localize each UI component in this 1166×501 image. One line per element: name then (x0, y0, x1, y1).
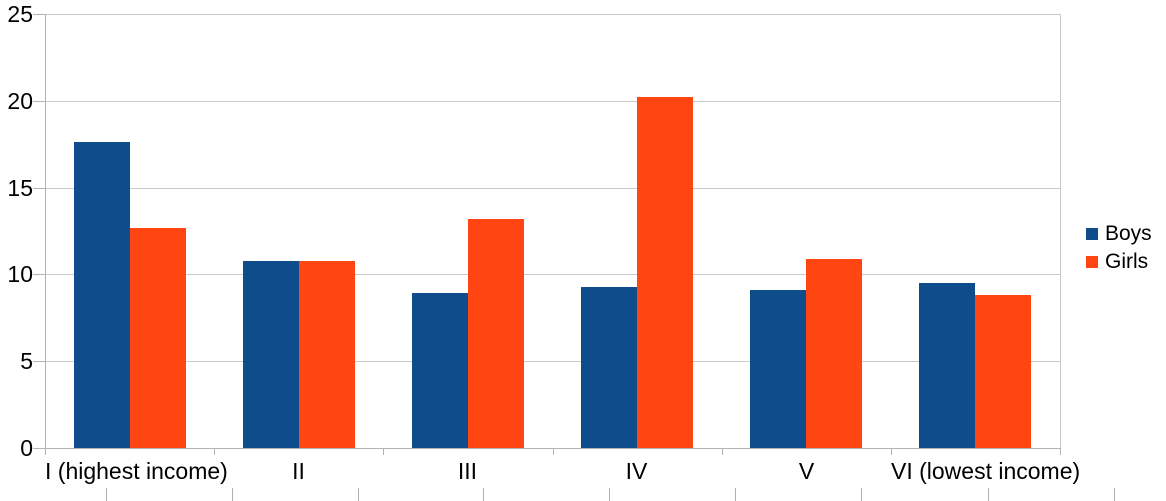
legend-item-boys: Boys (1086, 222, 1152, 246)
bar-girls-2 (299, 261, 355, 448)
plot-right-border (1060, 14, 1061, 448)
gridline-5 (45, 361, 1060, 362)
legend-item-girls: Girls (1086, 250, 1152, 274)
x-axis-line (45, 448, 1060, 449)
legend: Boys Girls (1086, 222, 1152, 274)
y-tick-label-20: 20 (7, 88, 33, 114)
x-category-label-3: III (457, 458, 478, 484)
y-tick-15 (33, 188, 45, 189)
bar-boys-6 (919, 283, 975, 448)
girls-series-swatch-icon (1086, 256, 1098, 268)
x-boundary-tick-1 (214, 448, 215, 455)
x-category-label-4: IV (625, 458, 648, 484)
bar-girls-1 (130, 228, 186, 448)
bottom-ruler-tick-5 (735, 488, 736, 501)
y-tick-5 (33, 361, 45, 362)
bar-girls-6 (975, 295, 1031, 448)
bottom-ruler-tick-2 (358, 488, 359, 501)
y-tick-20 (33, 101, 45, 102)
gridline-25 (45, 14, 1060, 15)
gridline-10 (45, 274, 1060, 275)
x-boundary-tick-5 (891, 448, 892, 455)
y-tick-label-25: 25 (7, 1, 33, 27)
bottom-ruler-tick-0 (106, 488, 107, 501)
x-boundary-tick-6 (1060, 448, 1061, 455)
bar-boys-1 (74, 142, 130, 448)
bar-boys-5 (750, 290, 806, 448)
bottom-ruler-tick-3 (483, 488, 484, 501)
bar-girls-3 (468, 219, 524, 448)
bottom-ruler-tick-7 (988, 488, 989, 501)
gridline-20 (45, 101, 1060, 102)
boys-series-swatch-icon (1086, 228, 1098, 240)
gridline-15 (45, 188, 1060, 189)
legend-label-boys: Boys (1105, 222, 1152, 245)
y-axis-line (45, 14, 46, 448)
bar-boys-3 (412, 293, 468, 448)
bar-boys-4 (581, 287, 637, 448)
x-boundary-tick-4 (722, 448, 723, 455)
bottom-ruler-tick-4 (609, 488, 610, 501)
bottom-ruler-tick-6 (861, 488, 862, 501)
y-tick-10 (33, 274, 45, 275)
x-category-label-2: II (292, 458, 305, 484)
y-tick-label-15: 15 (7, 175, 33, 201)
x-category-label-1: I (highest income) (45, 458, 228, 484)
x-boundary-tick-2 (383, 448, 384, 455)
x-boundary-tick-0 (45, 448, 46, 455)
bottom-ruler-tick-1 (232, 488, 233, 501)
legend-label-girls: Girls (1105, 250, 1149, 273)
x-category-label-6: VI (lowest income) (891, 458, 1081, 484)
bar-girls-4 (637, 97, 693, 448)
bottom-ruler-tick-8 (1114, 488, 1115, 501)
y-tick-label-10: 10 (7, 261, 33, 287)
x-category-label-5: V (798, 458, 815, 484)
y-tick-25 (33, 14, 45, 15)
y-tick-label-5: 5 (20, 348, 33, 374)
y-tick-label-0: 0 (20, 435, 33, 461)
y-tick-0 (33, 448, 45, 449)
x-boundary-tick-3 (553, 448, 554, 455)
bar-boys-2 (243, 261, 299, 448)
bar-girls-5 (806, 259, 862, 448)
